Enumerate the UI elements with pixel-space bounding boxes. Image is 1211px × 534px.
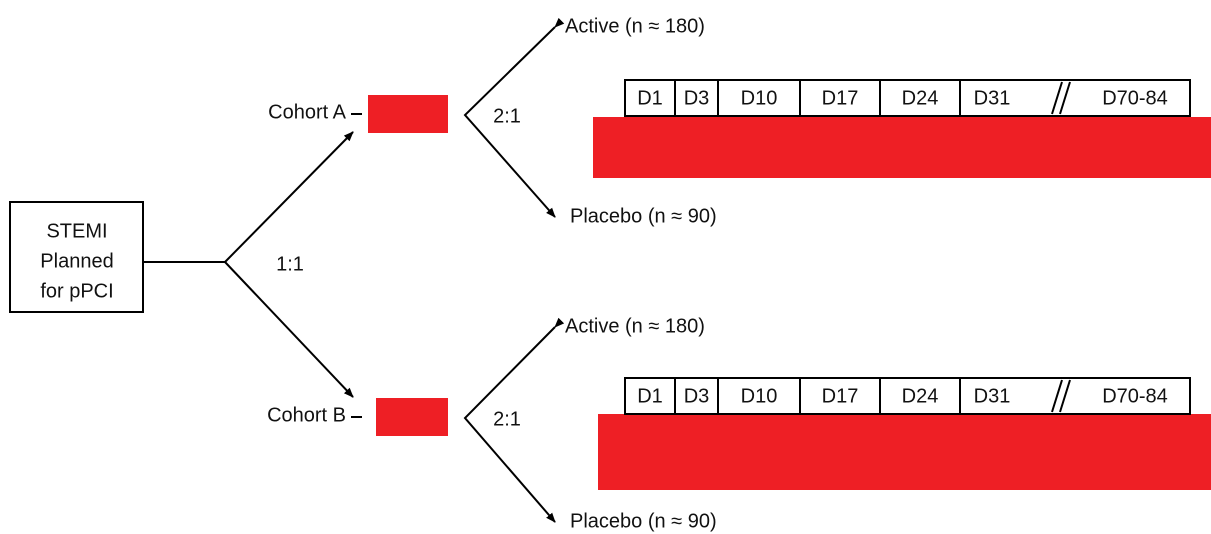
- timepoint: D1: [637, 87, 663, 109]
- timepoint: D70-84: [1102, 385, 1168, 407]
- timepoint: D1: [637, 385, 663, 407]
- timeline: [624, 79, 1191, 117]
- start-text: STEMI: [46, 220, 107, 242]
- timepoint: D31: [974, 87, 1011, 109]
- cohort-label: Cohort A: [268, 101, 346, 123]
- arrow: [224, 261, 354, 398]
- cohort-label: Cohort B: [267, 404, 346, 426]
- arm-label: Placebo (n ≈ 90): [570, 510, 717, 532]
- timepoint: D24: [902, 87, 939, 109]
- break-mark: [1051, 81, 1071, 115]
- timepoint: D10: [741, 87, 778, 109]
- allocation-ratio: 2:1: [493, 408, 521, 430]
- arrow: [224, 131, 354, 263]
- arrow: [463, 17, 565, 218]
- timepoint: D17: [822, 385, 859, 407]
- timepoint: D3: [684, 87, 710, 109]
- start-text: for pPCI: [40, 280, 113, 302]
- allocation-ratio: 2:1: [493, 105, 521, 127]
- start-text: Planned: [40, 250, 113, 272]
- arm-label: Active (n ≈ 180): [565, 15, 705, 37]
- timepoint: D24: [902, 385, 939, 407]
- ratio: 1:1: [276, 253, 304, 275]
- break-mark: [1051, 379, 1071, 413]
- timepoint: D10: [741, 385, 778, 407]
- timepoint: D31: [974, 385, 1011, 407]
- arrow: [463, 317, 565, 523]
- timepoint: D70-84: [1102, 87, 1168, 109]
- cohort-block: [376, 398, 448, 436]
- arm-label: Active (n ≈ 180): [565, 315, 705, 337]
- start-box: [9, 201, 144, 313]
- cohort-block: [368, 95, 448, 133]
- arm-label: Placebo (n ≈ 90): [570, 205, 717, 227]
- timepoint: D3: [684, 385, 710, 407]
- treatment-bar: [598, 414, 1211, 490]
- treatment-bar: [593, 117, 1211, 178]
- timepoint: D17: [822, 87, 859, 109]
- timeline: [624, 377, 1191, 415]
